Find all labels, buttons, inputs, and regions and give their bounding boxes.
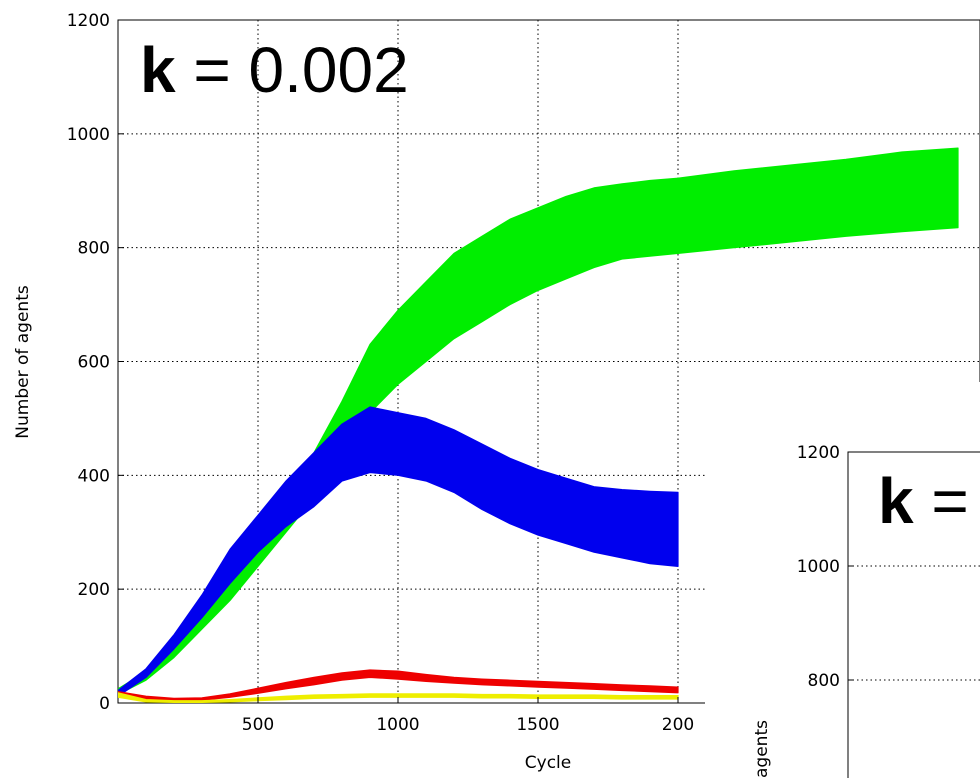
inset-chart: 800 1000 1200 agents k = (705, 382, 980, 778)
inset-plot-area (847, 451, 980, 778)
main-chart: 500 1000 1500 200 0 200 400 600 800 1000 1200 Cyc… (13, 11, 980, 773)
main-title-symbol: k (140, 34, 176, 106)
inset-y-tick-label: 800 (808, 671, 840, 691)
main-y-axis-label: Number of agents (13, 285, 33, 439)
inset-y-axis-label: agents (752, 720, 772, 778)
main-x-tick-label: 1500 (516, 715, 559, 735)
inset-title-rest: = (914, 465, 969, 537)
inset-title-symbol: k (878, 465, 914, 537)
main-series-band-2 (118, 669, 679, 702)
main-x-ticks: 500 1000 1500 200 (242, 697, 694, 735)
main-y-tick-label: 800 (78, 239, 110, 259)
main-x-tick-label: 500 (242, 715, 274, 735)
main-x-axis-label: Cycle (525, 753, 571, 773)
main-y-tick-label: 0 (99, 694, 110, 714)
main-x-tick-label: 1000 (376, 715, 419, 735)
inset-y-ticks: 800 1000 1200 (797, 443, 854, 691)
main-y-ticks: 0 200 400 600 800 1000 1200 (67, 11, 124, 714)
main-series-band-1 (118, 406, 679, 697)
main-chart-title: k = 0.002 (140, 34, 409, 106)
main-y-tick-label: 200 (78, 580, 110, 600)
inset-chart-title: k = (878, 465, 969, 537)
main-y-tick-label: 1200 (67, 11, 110, 31)
main-grid (118, 20, 980, 703)
main-x-tick-label: 200 (662, 715, 694, 735)
main-title-rest: = 0.002 (176, 34, 409, 106)
main-y-tick-label: 600 (78, 352, 110, 372)
inset-y-tick-label: 1000 (797, 557, 840, 577)
inset-y-tick-label: 1200 (797, 443, 840, 463)
main-y-tick-label: 1000 (67, 125, 110, 145)
main-y-tick-label: 400 (78, 466, 110, 486)
